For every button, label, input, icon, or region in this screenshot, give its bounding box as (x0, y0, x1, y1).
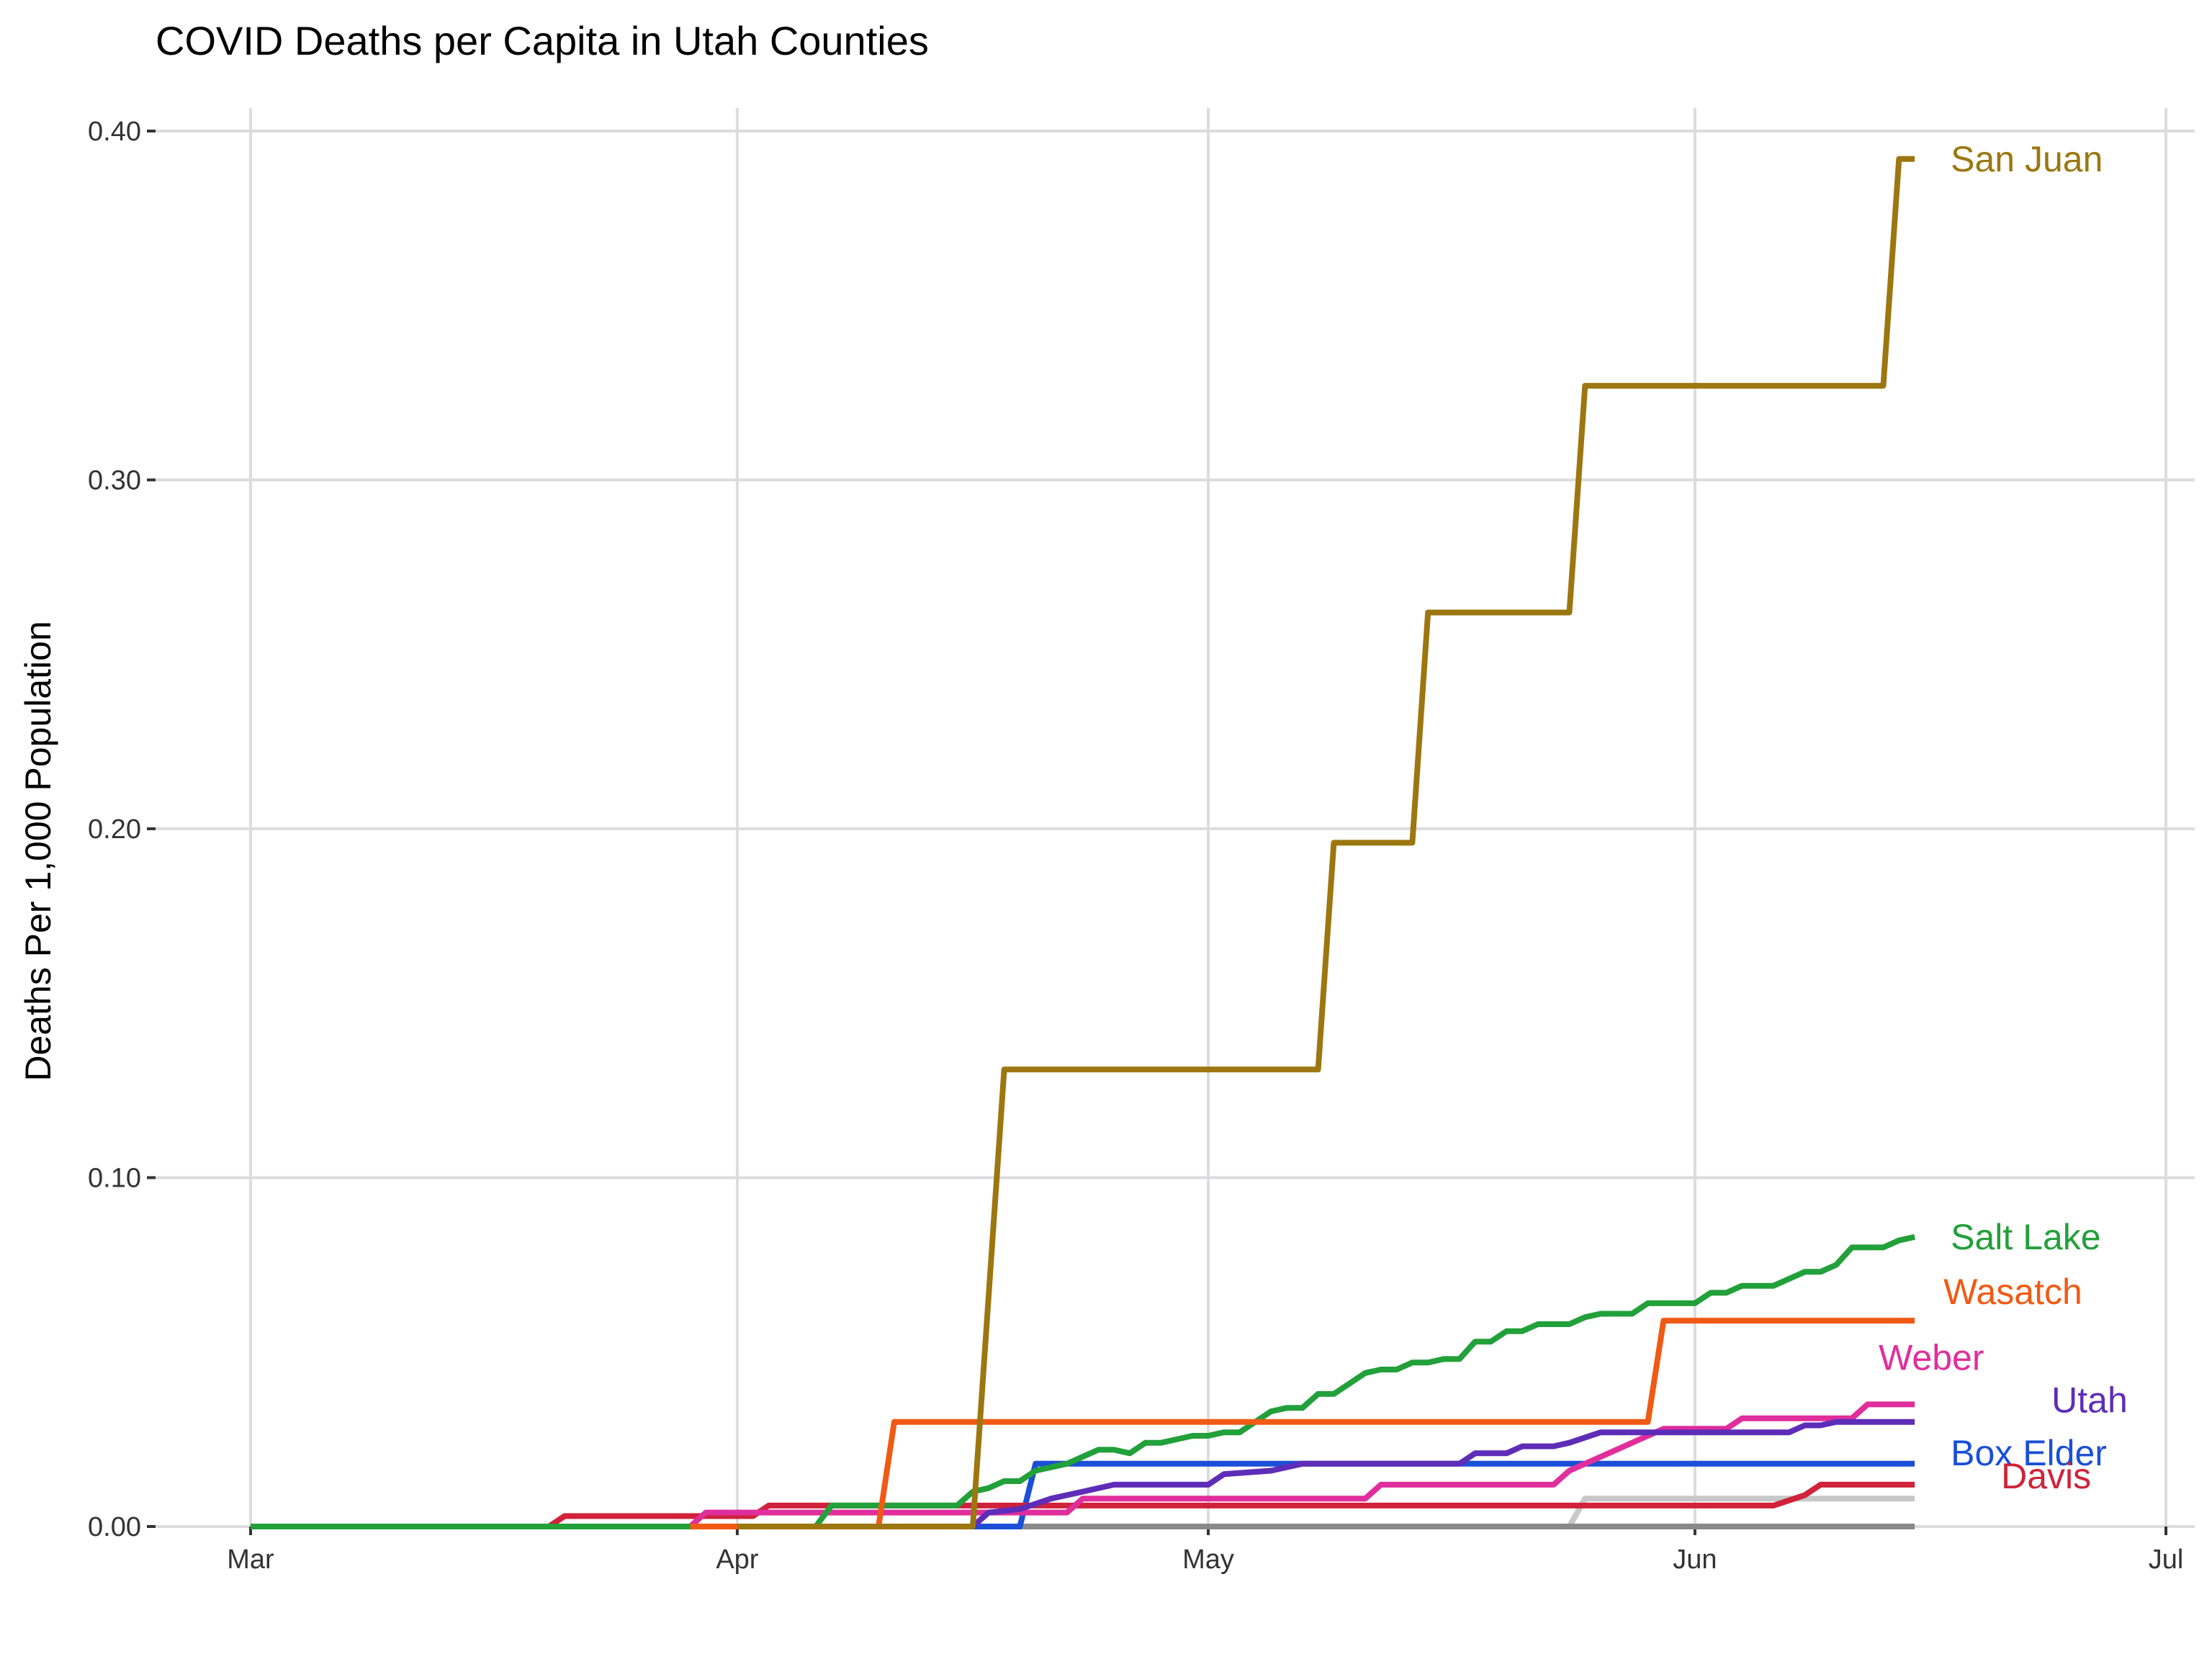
series-label-weber: Weber (1879, 1337, 1984, 1377)
series-lines (251, 156, 1915, 1529)
y-tick-label: 0.00 (88, 1512, 141, 1542)
series-line-san-juan (737, 156, 1915, 1529)
y-tick-label: 0.10 (88, 1164, 141, 1194)
x-tick-label: Apr (716, 1545, 758, 1575)
series-label-utah: Utah (2051, 1380, 2128, 1421)
series-label-wasatch: Wasatch (1943, 1272, 2082, 1312)
y-tick-label: 0.20 (88, 814, 141, 845)
x-tick-label: Jun (1673, 1545, 1717, 1575)
y-axis-label: Deaths Per 1,000 Population (18, 621, 58, 1081)
gridlines (156, 108, 2195, 1528)
series-line-utah (737, 1419, 1915, 1529)
series-line-box-elder (847, 1460, 1915, 1529)
series-line-salt-lake (251, 1233, 1915, 1529)
series-label-davis: Davis (2001, 1456, 2091, 1496)
x-tick-label: Jul (2149, 1545, 2184, 1575)
series-line-davis (547, 1481, 1915, 1529)
x-tick-label: May (1182, 1545, 1234, 1575)
series-label-box-elder: Box Elder (1951, 1433, 2107, 1473)
series-label-salt-lake: Salt Lake (1951, 1217, 2100, 1257)
series-line-weber (392, 1401, 1915, 1529)
x-tick-label: Mar (227, 1545, 274, 1575)
series-label-san-juan: San Juan (1951, 139, 2103, 179)
chart-title: COVID Deaths per Capita in Utah Counties (156, 18, 929, 63)
y-tick-label: 0.40 (88, 117, 141, 147)
axis-ticks: 0.00 0.10 0.20 0.30 0.40 Mar Apr May Jun Jul (88, 117, 2183, 1575)
y-tick-label: 0.30 (88, 466, 141, 496)
